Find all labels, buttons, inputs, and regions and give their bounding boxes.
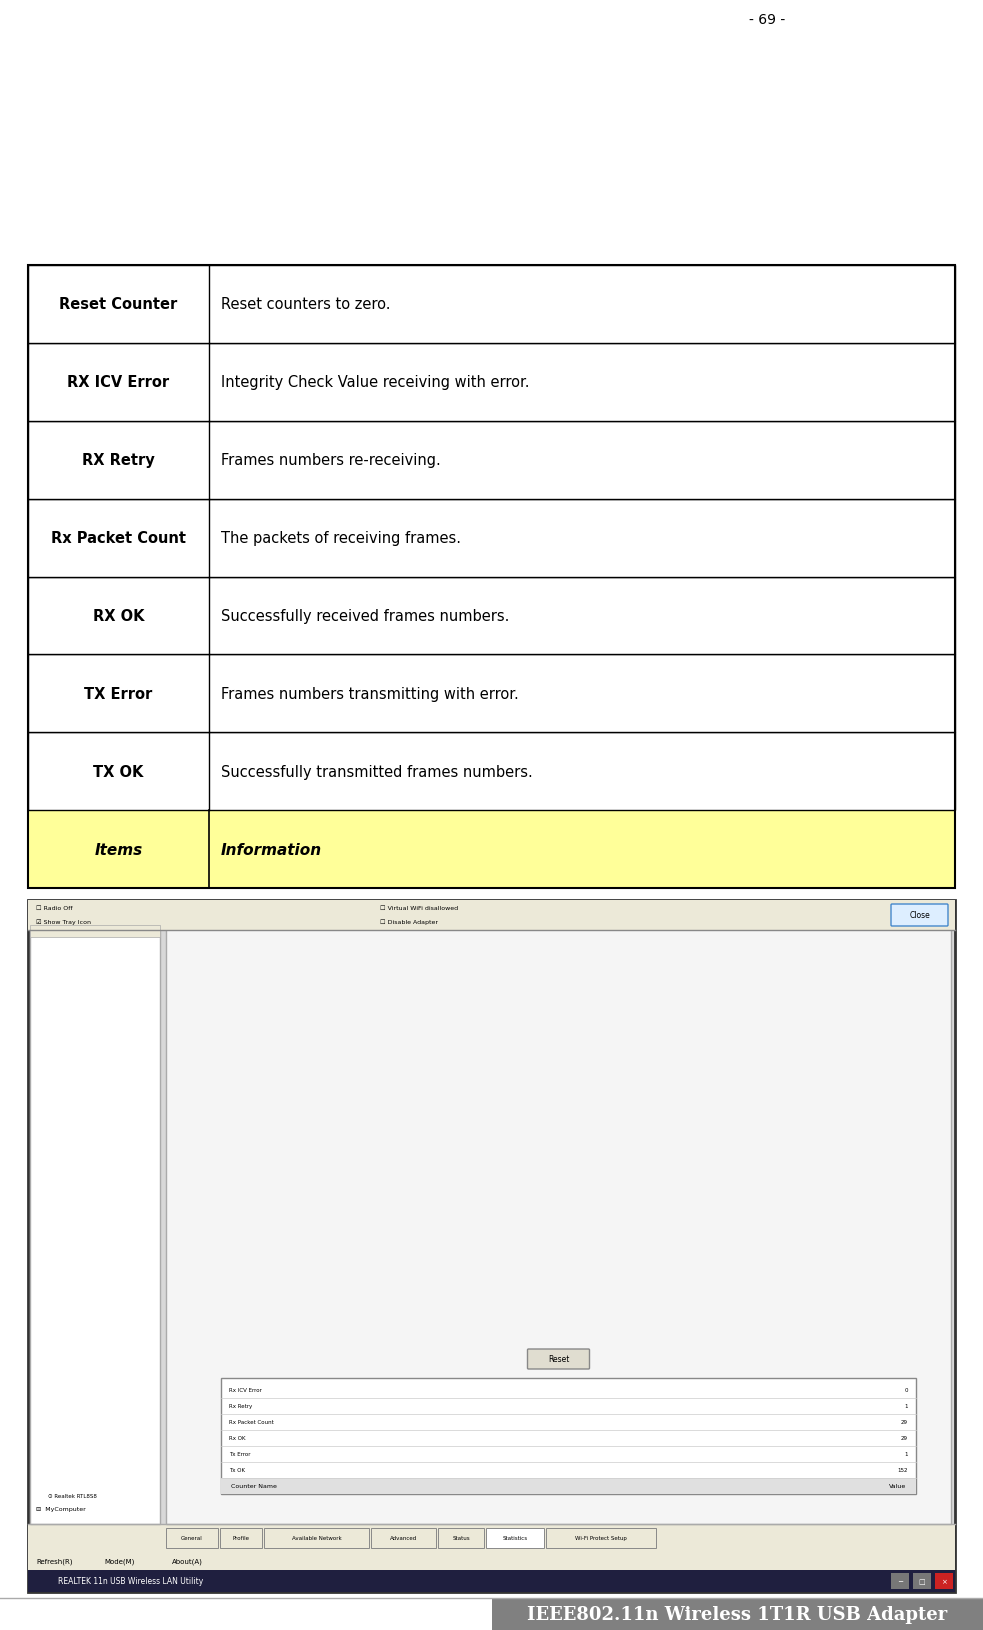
Text: Rx Packet Count: Rx Packet Count [229, 1420, 273, 1425]
Bar [28, 900, 955, 1593]
Text: Status: Status [452, 1535, 470, 1540]
Text: ⊟  MyComputer: ⊟ MyComputer [36, 1506, 86, 1511]
Bar [221, 1377, 916, 1495]
Text: About(A): About(A) [172, 1558, 202, 1565]
Bar [371, 1527, 436, 1548]
Bar [913, 1573, 931, 1589]
Bar [28, 266, 955, 888]
Bar [891, 1573, 909, 1589]
Bar [166, 926, 951, 1524]
Text: Reset Counter: Reset Counter [59, 297, 178, 313]
Text: Wi-Fi Protect Setup: Wi-Fi Protect Setup [575, 1535, 627, 1540]
Text: 0: 0 [904, 1387, 908, 1392]
Text: TX Error: TX Error [85, 686, 152, 701]
Text: Tx Error: Tx Error [229, 1452, 251, 1457]
Bar [28, 810, 955, 888]
Bar [30, 926, 160, 937]
Text: REALTEK 11n USB Wireless LAN Utility: REALTEK 11n USB Wireless LAN Utility [58, 1576, 203, 1586]
Text: Reset counters to zero.: Reset counters to zero. [221, 297, 390, 313]
Text: Value: Value [889, 1483, 906, 1488]
Text: Rx OK: Rx OK [229, 1436, 246, 1441]
Text: Integrity Check Value receiving with error.: Integrity Check Value receiving with err… [221, 375, 529, 390]
Bar [28, 1570, 955, 1593]
Text: 29: 29 [901, 1420, 908, 1425]
Bar [28, 734, 955, 810]
Text: - 69 -: - 69 - [749, 13, 784, 26]
Bar [264, 1527, 369, 1548]
Bar [28, 577, 955, 655]
Text: ─: ─ [897, 1578, 902, 1584]
Text: Mode(M): Mode(M) [104, 1558, 135, 1565]
Bar [492, 1597, 983, 1630]
Bar [0, 1597, 492, 1630]
Bar [486, 1527, 544, 1548]
Bar [28, 266, 955, 344]
Text: The packets of receiving frames.: The packets of receiving frames. [221, 531, 461, 546]
Text: □: □ [919, 1578, 925, 1584]
Bar [28, 655, 955, 734]
Bar [28, 344, 955, 422]
Text: 29: 29 [901, 1436, 908, 1441]
Bar [28, 1552, 955, 1570]
Text: Tx OK: Tx OK [229, 1467, 245, 1472]
Bar [30, 926, 160, 1524]
Text: ☐ Radio Off: ☐ Radio Off [36, 905, 73, 911]
Text: Profile: Profile [233, 1535, 250, 1540]
Text: RX OK: RX OK [92, 608, 145, 624]
Text: TX OK: TX OK [93, 764, 144, 779]
Text: 152: 152 [897, 1467, 908, 1472]
Bar [28, 1524, 955, 1552]
Bar [28, 499, 955, 577]
Text: RX Retry: RX Retry [82, 453, 154, 468]
Text: Information: Information [221, 843, 321, 857]
Bar [220, 1527, 262, 1548]
Text: Advanced: Advanced [390, 1535, 417, 1540]
Bar [221, 1478, 916, 1495]
Text: Refresh(R): Refresh(R) [36, 1558, 73, 1565]
Bar [28, 422, 955, 499]
Text: ☑ Show Tray Icon: ☑ Show Tray Icon [36, 919, 91, 924]
Text: Available Network: Available Network [292, 1535, 341, 1540]
Text: Items: Items [94, 843, 143, 857]
Text: Counter Name: Counter Name [231, 1483, 277, 1488]
Text: Close: Close [909, 911, 930, 919]
Text: Rx ICV Error: Rx ICV Error [229, 1387, 261, 1392]
Text: IEEE802.11n Wireless 1T1R USB Adapter: IEEE802.11n Wireless 1T1R USB Adapter [527, 1606, 948, 1623]
Bar [438, 1527, 484, 1548]
Bar [28, 900, 955, 931]
Text: Frames numbers transmitting with error.: Frames numbers transmitting with error. [221, 686, 518, 701]
Text: 1: 1 [904, 1452, 908, 1457]
FancyBboxPatch shape [528, 1350, 590, 1369]
Text: General: General [181, 1535, 202, 1540]
Text: ⊙ Realtek RTL8S8: ⊙ Realtek RTL8S8 [48, 1493, 97, 1498]
Text: ☐ Virtual WiFi disallowed: ☐ Virtual WiFi disallowed [380, 905, 458, 911]
Text: Frames numbers re-receiving.: Frames numbers re-receiving. [221, 453, 440, 468]
Text: ×: × [941, 1578, 947, 1584]
Bar [546, 1527, 656, 1548]
Text: ☐ Disable Adapter: ☐ Disable Adapter [380, 919, 438, 924]
Text: Successfully received frames numbers.: Successfully received frames numbers. [221, 608, 509, 624]
FancyBboxPatch shape [891, 905, 948, 926]
Text: 1: 1 [904, 1403, 908, 1408]
Text: RX ICV Error: RX ICV Error [67, 375, 169, 390]
Bar [935, 1573, 953, 1589]
Text: Successfully transmitted frames numbers.: Successfully transmitted frames numbers. [221, 764, 533, 779]
Text: Statistics: Statistics [502, 1535, 528, 1540]
Text: Rx Retry: Rx Retry [229, 1403, 253, 1408]
Bar [166, 1527, 218, 1548]
Text: Reset: Reset [548, 1355, 569, 1364]
Text: Rx Packet Count: Rx Packet Count [51, 531, 186, 546]
